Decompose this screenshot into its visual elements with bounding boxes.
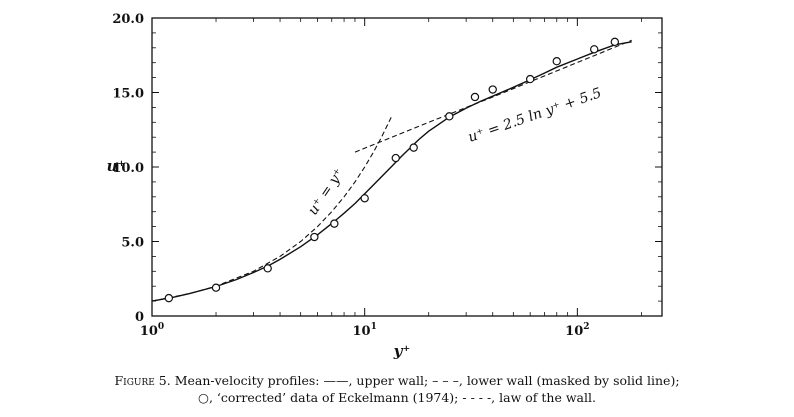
x-tick-base: 10 bbox=[140, 324, 158, 339]
eckelmann-data-point bbox=[552, 57, 561, 66]
eckelmann-data-point bbox=[590, 45, 599, 54]
y-axis-label: u⁺ bbox=[107, 157, 126, 175]
x-tick-exponent: 1 bbox=[371, 322, 377, 332]
eckelmann-data-point bbox=[263, 264, 272, 273]
upper-wall-profile-line bbox=[151, 41, 632, 302]
y-tick-label: 15.0 bbox=[112, 87, 144, 102]
y-tick-label: 10.0 bbox=[112, 161, 144, 176]
viscous-sublayer-law-line bbox=[151, 114, 393, 302]
caption-text-1: Mean-velocity profiles: ——, upper wall; … bbox=[170, 373, 680, 388]
x-tick-label: 100 bbox=[140, 322, 164, 339]
caption-text-2: ○, ‘corrected’ data of Eckelmann (1974);… bbox=[198, 390, 596, 405]
x-tick-label: 101 bbox=[353, 322, 377, 339]
log-law-annotation: u⁺ = 2.5 ln y⁺ + 5.5 bbox=[466, 85, 604, 146]
x-tick-base: 10 bbox=[565, 324, 583, 339]
eckelmann-data-point bbox=[164, 293, 174, 303]
eckelmann-data-point bbox=[409, 143, 418, 152]
y-tick-label: 5.0 bbox=[121, 236, 144, 251]
x-axis-label: y⁺ bbox=[393, 342, 411, 360]
x-tick-base: 10 bbox=[353, 324, 371, 339]
x-tick-exponent: 2 bbox=[583, 322, 589, 332]
log-law-line bbox=[354, 39, 632, 153]
eckelmann-data-point bbox=[610, 37, 620, 47]
figure-caption-line-2: ○, ‘corrected’ data of Eckelmann (1974);… bbox=[0, 390, 794, 406]
x-tick-label: 102 bbox=[565, 322, 589, 339]
linear-law-annotation: u⁺ = y⁺ bbox=[305, 166, 348, 218]
x-tick-exponent: 0 bbox=[158, 322, 164, 332]
eckelmann-data-point bbox=[310, 232, 319, 242]
y-tick-label: 0 bbox=[135, 310, 144, 325]
eckelmann-data-point bbox=[445, 112, 454, 121]
figure-label: Figure 5. bbox=[114, 373, 171, 388]
eckelmann-data-point bbox=[211, 283, 221, 292]
eckelmann-data-point bbox=[330, 219, 339, 228]
eckelmann-data-point bbox=[470, 92, 480, 102]
eckelmann-data-point bbox=[360, 194, 369, 203]
eckelmann-data-point bbox=[391, 153, 400, 163]
plot-frame bbox=[151, 17, 663, 317]
eckelmann-data-point bbox=[525, 74, 535, 84]
figure-caption-line-1: Figure 5. Mean-velocity profiles: ——, up… bbox=[0, 373, 794, 389]
eckelmann-data-point bbox=[488, 85, 497, 94]
y-tick-label: 20.0 bbox=[112, 12, 144, 27]
